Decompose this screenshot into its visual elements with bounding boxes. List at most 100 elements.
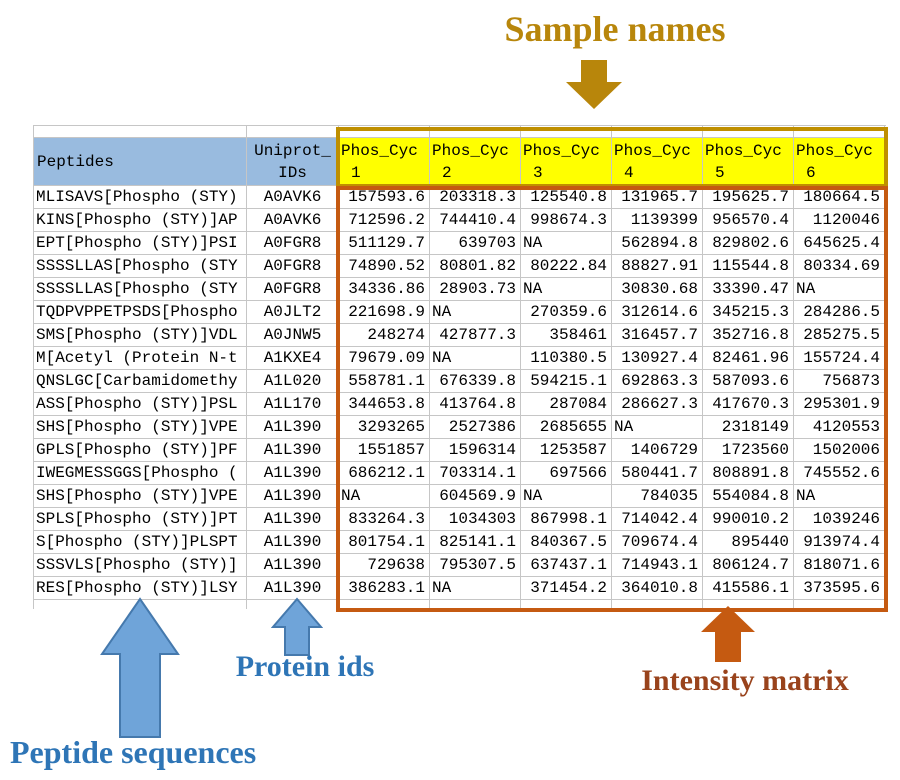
- intensity-cell[interactable]: 371454.2: [521, 577, 612, 600]
- intensity-cell[interactable]: 913974.4: [794, 531, 885, 554]
- peptide-cell[interactable]: IWEGMESSGGS[Phospho (: [34, 462, 247, 485]
- uniprot-cell[interactable]: A1L390: [247, 485, 339, 508]
- intensity-cell[interactable]: 895440: [703, 531, 794, 554]
- intensity-cell[interactable]: 833264.3: [339, 508, 430, 531]
- intensity-cell[interactable]: 998674.3: [521, 209, 612, 232]
- intensity-cell[interactable]: 604569.9: [430, 485, 521, 508]
- intensity-cell[interactable]: 28903.73: [430, 278, 521, 301]
- intensity-cell[interactable]: 686212.1: [339, 462, 430, 485]
- intensity-cell[interactable]: 110380.5: [521, 347, 612, 370]
- intensity-cell[interactable]: 74890.52: [339, 255, 430, 278]
- intensity-cell[interactable]: 1034303: [430, 508, 521, 531]
- peptide-cell[interactable]: S[Phospho (STY)]PLSPT: [34, 531, 247, 554]
- intensity-cell[interactable]: NA: [430, 577, 521, 600]
- peptide-cell[interactable]: SSSVLS[Phospho (STY)]: [34, 554, 247, 577]
- intensity-cell[interactable]: 818071.6: [794, 554, 885, 577]
- intensity-cell[interactable]: NA: [430, 301, 521, 324]
- intensity-cell[interactable]: 115544.8: [703, 255, 794, 278]
- peptide-cell[interactable]: M[Acetyl (Protein N-t: [34, 347, 247, 370]
- intensity-cell[interactable]: 415586.1: [703, 577, 794, 600]
- uniprot-cell[interactable]: A1L390: [247, 416, 339, 439]
- intensity-cell[interactable]: 364010.8: [612, 577, 703, 600]
- uniprot-cell[interactable]: A0AVK6: [247, 209, 339, 232]
- grid-cell[interactable]: [339, 126, 430, 138]
- uniprot-cell[interactable]: A1L390: [247, 531, 339, 554]
- intensity-cell[interactable]: NA: [521, 278, 612, 301]
- peptide-cell[interactable]: ASS[Phospho (STY)]PSL: [34, 393, 247, 416]
- intensity-cell[interactable]: 639703: [430, 232, 521, 255]
- intensity-cell[interactable]: 637437.1: [521, 554, 612, 577]
- peptide-cell[interactable]: SHS[Phospho (STY)]VPE: [34, 485, 247, 508]
- intensity-cell[interactable]: 1723560: [703, 439, 794, 462]
- peptide-cell[interactable]: EPT[Phospho (STY)]PSI: [34, 232, 247, 255]
- intensity-cell[interactable]: 4120553: [794, 416, 885, 439]
- intensity-cell[interactable]: 373595.6: [794, 577, 885, 600]
- uniprot-cell[interactable]: A0FGR8: [247, 232, 339, 255]
- sample-header-cell[interactable]: Phos_Cyc 6: [794, 138, 885, 186]
- intensity-cell[interactable]: 3293265: [339, 416, 430, 439]
- intensity-cell[interactable]: NA: [430, 347, 521, 370]
- peptide-cell[interactable]: SMS[Phospho (STY)]VDL: [34, 324, 247, 347]
- peptide-cell[interactable]: SSSSLLAS[Phospho (STY: [34, 278, 247, 301]
- intensity-cell[interactable]: 80801.82: [430, 255, 521, 278]
- intensity-cell[interactable]: NA: [339, 485, 430, 508]
- intensity-cell[interactable]: 79679.09: [339, 347, 430, 370]
- intensity-cell[interactable]: 316457.7: [612, 324, 703, 347]
- sample-header-cell[interactable]: Phos_Cyc 3: [521, 138, 612, 186]
- intensity-cell[interactable]: 88827.91: [612, 255, 703, 278]
- peptide-cell[interactable]: TQDPVPPETPSDS[Phospho: [34, 301, 247, 324]
- intensity-cell[interactable]: 427877.3: [430, 324, 521, 347]
- intensity-cell[interactable]: 703314.1: [430, 462, 521, 485]
- intensity-cell[interactable]: 352716.8: [703, 324, 794, 347]
- grid-cell[interactable]: [430, 126, 521, 138]
- intensity-cell[interactable]: 312614.6: [612, 301, 703, 324]
- intensity-cell[interactable]: 180664.5: [794, 186, 885, 209]
- intensity-cell[interactable]: 248274: [339, 324, 430, 347]
- intensity-cell[interactable]: 2318149: [703, 416, 794, 439]
- grid-cell[interactable]: [703, 126, 794, 138]
- grid-cell[interactable]: [521, 600, 612, 609]
- intensity-cell[interactable]: 956570.4: [703, 209, 794, 232]
- intensity-cell[interactable]: 645625.4: [794, 232, 885, 255]
- intensity-cell[interactable]: 594215.1: [521, 370, 612, 393]
- intensity-cell[interactable]: 1120046: [794, 209, 885, 232]
- intensity-cell[interactable]: 714042.4: [612, 508, 703, 531]
- intensity-cell[interactable]: 131965.7: [612, 186, 703, 209]
- peptide-cell[interactable]: SSSSLLAS[Phospho (STY: [34, 255, 247, 278]
- grid-cell[interactable]: [612, 600, 703, 609]
- intensity-cell[interactable]: 1406729: [612, 439, 703, 462]
- grid-cell[interactable]: [794, 126, 885, 138]
- intensity-cell[interactable]: 562894.8: [612, 232, 703, 255]
- intensity-cell[interactable]: 287084: [521, 393, 612, 416]
- intensity-cell[interactable]: 358461: [521, 324, 612, 347]
- intensity-cell[interactable]: 697566: [521, 462, 612, 485]
- sample-header-cell[interactable]: Phos_Cyc 4: [612, 138, 703, 186]
- intensity-cell[interactable]: 295301.9: [794, 393, 885, 416]
- uniprot-cell[interactable]: A1L390: [247, 508, 339, 531]
- uniprot-cell[interactable]: A0FGR8: [247, 255, 339, 278]
- uniprot-cell[interactable]: A1KXE4: [247, 347, 339, 370]
- intensity-cell[interactable]: 801754.1: [339, 531, 430, 554]
- intensity-cell[interactable]: NA: [521, 485, 612, 508]
- intensity-cell[interactable]: 1139399: [612, 209, 703, 232]
- intensity-cell[interactable]: 1253587: [521, 439, 612, 462]
- intensity-cell[interactable]: 745552.6: [794, 462, 885, 485]
- peptide-cell[interactable]: SHS[Phospho (STY)]VPE: [34, 416, 247, 439]
- uniprot-cell[interactable]: A1L020: [247, 370, 339, 393]
- intensity-cell[interactable]: 195625.7: [703, 186, 794, 209]
- peptide-cell[interactable]: MLISAVS[Phospho (STY): [34, 186, 247, 209]
- peptide-cell[interactable]: KINS[Phospho (STY)]AP: [34, 209, 247, 232]
- intensity-cell[interactable]: 1596314: [430, 439, 521, 462]
- uniprot-cell[interactable]: A1L170: [247, 393, 339, 416]
- uniprot-cell[interactable]: A1L390: [247, 462, 339, 485]
- intensity-cell[interactable]: 82461.96: [703, 347, 794, 370]
- intensity-cell[interactable]: 270359.6: [521, 301, 612, 324]
- uniprot-cell[interactable]: A0FGR8: [247, 278, 339, 301]
- uniprot-cell[interactable]: A0AVK6: [247, 186, 339, 209]
- intensity-cell[interactable]: 80334.69: [794, 255, 885, 278]
- grid-cell[interactable]: [703, 600, 794, 609]
- intensity-cell[interactable]: 692863.3: [612, 370, 703, 393]
- intensity-cell[interactable]: 808891.8: [703, 462, 794, 485]
- intensity-cell[interactable]: 825141.1: [430, 531, 521, 554]
- uniprot-cell[interactable]: A1L390: [247, 439, 339, 462]
